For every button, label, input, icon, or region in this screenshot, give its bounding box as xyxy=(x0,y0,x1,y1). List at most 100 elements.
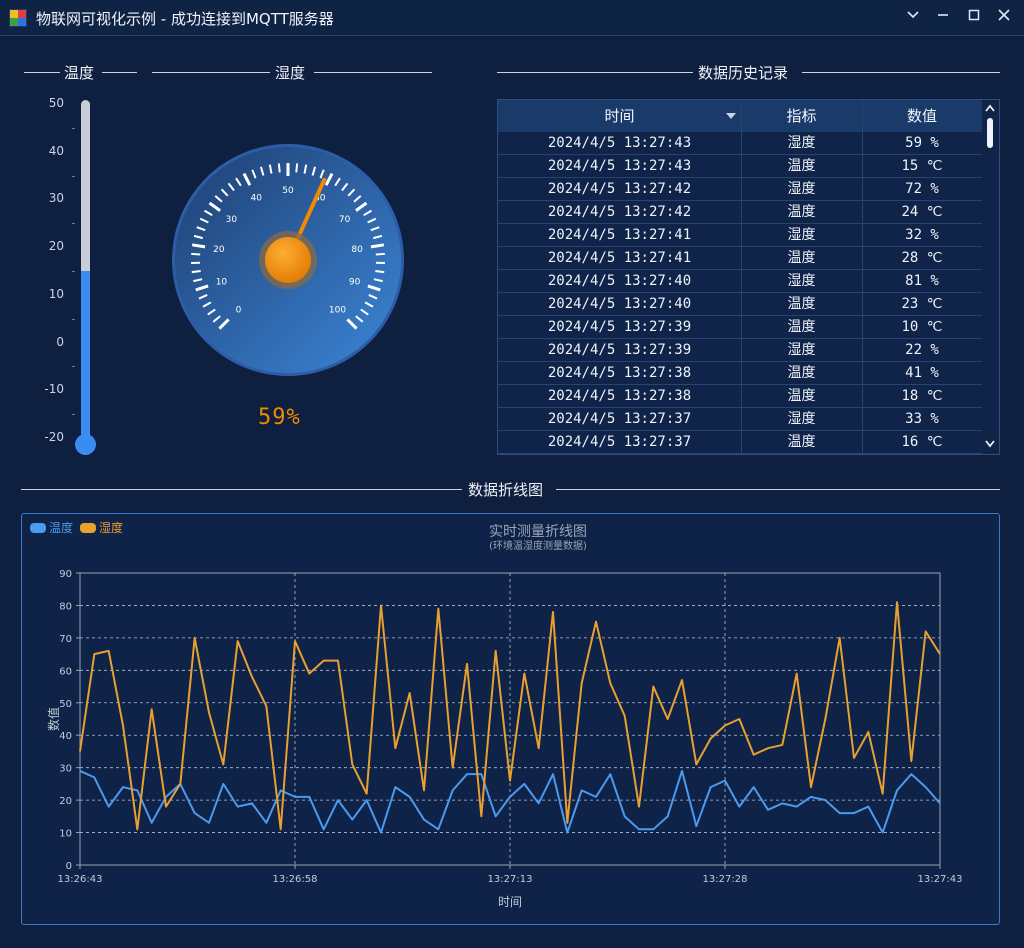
gauge-tick xyxy=(373,278,383,283)
gauge-tick xyxy=(193,234,204,240)
history-table[interactable]: 时间 指标 数值 2024/4/5 13:27:43 湿度 59 % 2024/4/5… xyxy=(497,99,1000,455)
legend-swatch[interactable] xyxy=(80,523,96,533)
cell-metric: 温度 xyxy=(787,158,816,174)
gauge-tick xyxy=(375,270,385,274)
gauge-tick-label: 30 xyxy=(226,215,238,225)
line-chart: 实时测量折线图(环境温湿度测量数据) 温度 湿度 0 10 20 30 40 50 60 70 80 9… xyxy=(30,520,963,909)
thermometer-tick-label: -20 xyxy=(44,430,64,444)
cell-time: 2024/4/5 13:27:37 xyxy=(547,434,692,450)
table-row[interactable]: 2024/4/5 13:27:42 温度 24 ℃ xyxy=(498,201,982,224)
table-row[interactable]: 2024/4/5 13:27:39 湿度 22 % xyxy=(498,339,982,362)
gauge-tick xyxy=(251,169,257,179)
cell-metric: 温度 xyxy=(787,296,816,312)
gauge-tick-label: 50 xyxy=(282,186,294,196)
cell-metric: 温度 xyxy=(787,365,816,381)
gauge-tick xyxy=(347,188,356,197)
table-row[interactable]: 2024/4/5 13:27:38 温度 41 % xyxy=(498,362,982,385)
gauge-tick xyxy=(207,308,216,316)
gauge-tick xyxy=(311,166,317,176)
y-tick-label: 80 xyxy=(59,601,72,612)
table-row[interactable]: 2024/4/5 13:27:39 温度 10 ℃ xyxy=(498,316,982,339)
gauge-tick xyxy=(259,166,265,176)
table-scrollbar[interactable] xyxy=(982,100,999,454)
legend-swatch[interactable] xyxy=(30,523,46,533)
gauge-tick xyxy=(199,217,209,224)
gauge-tick xyxy=(196,226,206,232)
column-header-value[interactable]: 数值 xyxy=(906,107,937,125)
x-tick-label: 13:27:43 xyxy=(918,874,963,885)
cell-value: 18 ℃ xyxy=(901,388,943,404)
history-heading: 数据历史记录 xyxy=(698,64,789,82)
title-bar: 物联网可视化示例 - 成功连接到MQTT服务器 xyxy=(0,0,1024,36)
gauge-tick xyxy=(324,172,334,186)
legend-label[interactable]: 湿度 xyxy=(99,520,123,535)
y-tick-label: 70 xyxy=(59,634,72,645)
table-row[interactable]: 2024/4/5 13:27:38 温度 18 ℃ xyxy=(498,385,982,408)
table-row[interactable]: 2024/4/5 13:27:37 温度 16 ℃ xyxy=(498,431,982,454)
series-line xyxy=(79,601,941,831)
table-row[interactable]: 2024/4/5 13:27:40 温度 23 ℃ xyxy=(498,293,982,316)
gauge-tick-label: 60 xyxy=(314,194,326,204)
gauge-tick-label: 100 xyxy=(329,305,346,315)
scroll-down-icon[interactable] xyxy=(985,440,995,448)
gauge-tick xyxy=(360,308,369,316)
gauge-tick xyxy=(372,234,383,240)
legend-label[interactable]: 温度 xyxy=(49,520,73,535)
cell-metric: 湿度 xyxy=(787,342,816,358)
minimize-button[interactable] xyxy=(933,8,953,28)
table-row[interactable]: 2024/4/5 13:27:41 湿度 32 % xyxy=(498,224,982,247)
gauge-tick xyxy=(295,163,299,173)
gauge-tick xyxy=(334,177,341,187)
thermometer-tick-label: 40 xyxy=(48,143,64,158)
table-row[interactable]: 2024/4/5 13:27:37 湿度 33 % xyxy=(498,408,982,431)
table-row[interactable]: 2024/4/5 13:27:42 湿度 72 % xyxy=(498,178,982,201)
cell-time: 2024/4/5 13:27:42 xyxy=(547,181,692,197)
close-button[interactable] xyxy=(994,8,1014,28)
cell-metric: 温度 xyxy=(787,388,816,404)
column-header-metric[interactable]: 指标 xyxy=(786,107,817,125)
cell-value: 72 % xyxy=(905,181,939,197)
cell-metric: 温度 xyxy=(787,204,816,220)
x-tick-label: 13:27:28 xyxy=(703,874,748,885)
cell-value: 33 % xyxy=(905,411,939,427)
cell-metric: 湿度 xyxy=(787,135,816,151)
thermometer-tick-label: -10 xyxy=(44,382,64,397)
cell-value: 16 ℃ xyxy=(901,434,943,450)
column-header-time[interactable]: 时间 xyxy=(498,100,741,132)
gauge-tick xyxy=(346,318,358,330)
scroll-up-icon[interactable] xyxy=(985,104,995,112)
cell-time: 2024/4/5 13:27:40 xyxy=(547,273,692,289)
table-row[interactable]: 2024/4/5 13:27:41 温度 28 ℃ xyxy=(498,247,982,270)
cell-metric: 温度 xyxy=(787,250,816,266)
table-row[interactable]: 2024/4/5 13:27:40 湿度 81 % xyxy=(498,270,982,293)
y-tick-label: 20 xyxy=(59,796,72,807)
cell-time: 2024/4/5 13:27:38 xyxy=(547,388,692,404)
gauge-tick xyxy=(191,270,201,274)
y-tick-label: 40 xyxy=(59,731,72,742)
table-row[interactable]: 2024/4/5 13:27:43 温度 15 ℃ xyxy=(498,155,982,178)
y-tick-label: 60 xyxy=(59,666,72,677)
x-tick-label: 13:26:58 xyxy=(273,874,318,885)
cell-value: 41 % xyxy=(905,365,939,381)
gauge-tick-label: 0 xyxy=(236,305,242,315)
y-tick-label: 30 xyxy=(59,764,72,775)
thermometer-tick-label: 50 xyxy=(48,96,64,110)
temperature-heading: 温度 xyxy=(64,64,95,82)
sort-arrow-icon xyxy=(726,113,736,119)
cell-time: 2024/4/5 13:27:39 xyxy=(547,342,692,358)
cell-value: 24 ℃ xyxy=(901,204,943,220)
gauge-tick xyxy=(341,182,349,192)
humidity-heading: 湿度 xyxy=(275,64,306,82)
gauge-tick xyxy=(193,278,203,283)
dropdown-button[interactable] xyxy=(903,8,923,28)
maximize-button[interactable] xyxy=(964,8,984,28)
gauge-tick xyxy=(203,209,213,217)
table-row[interactable]: 2024/4/5 13:27:43 湿度 59 % xyxy=(498,132,982,155)
cell-time: 2024/4/5 13:27:41 xyxy=(547,227,692,243)
thermometer-minor-tick xyxy=(72,127,75,129)
chart-title: 实时测量折线图 xyxy=(489,524,587,540)
gauge-tick xyxy=(214,195,223,203)
gauge-tick xyxy=(227,182,235,192)
scrollbar-thumb[interactable] xyxy=(987,118,993,148)
gauge-tick-label: 90 xyxy=(349,278,361,288)
